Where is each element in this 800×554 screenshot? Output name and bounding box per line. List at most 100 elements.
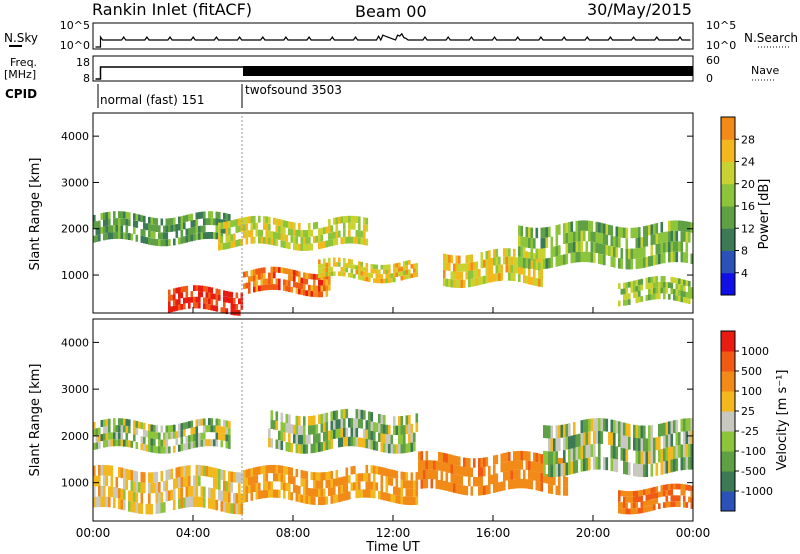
heat-cell	[533, 461, 536, 472]
heat-cell	[323, 413, 326, 423]
heat-cell	[650, 288, 654, 295]
heat-cell	[658, 233, 661, 244]
heat-cell	[303, 435, 306, 445]
heat-cell	[358, 216, 361, 224]
xtick-label: 00:00	[676, 526, 711, 540]
heat-cell	[215, 468, 219, 479]
heat-cell	[190, 434, 194, 442]
heat-cell	[285, 241, 289, 249]
heat-cell	[275, 278, 279, 285]
heat-cell	[593, 444, 596, 457]
heat-cell	[210, 439, 214, 447]
heat-cell	[268, 223, 271, 231]
heat-cell	[315, 488, 319, 497]
heat-cell	[125, 468, 129, 480]
heat-cell	[378, 269, 381, 274]
heat-cell	[313, 434, 316, 444]
heat-cell	[630, 502, 634, 509]
heat-cell	[570, 252, 574, 264]
heat-cell	[193, 485, 196, 497]
heat-cell	[658, 436, 661, 450]
heat-cell	[128, 219, 131, 227]
heat-cell	[648, 277, 651, 283]
heat-cell	[478, 486, 481, 496]
heat-cell	[168, 289, 171, 296]
heat-cell	[678, 495, 681, 502]
heat-cell	[483, 275, 486, 284]
heat-cell	[318, 414, 321, 424]
heat-cell	[375, 466, 379, 475]
heat-cell	[198, 433, 201, 441]
heat-cell	[370, 465, 374, 474]
heat-cell	[218, 222, 221, 230]
heat-cell	[690, 491, 694, 498]
heat-cell	[338, 428, 341, 438]
heat-cell	[298, 434, 301, 445]
heat-cell	[160, 502, 164, 514]
heat-cell	[283, 285, 286, 291]
heat-cell	[668, 241, 671, 252]
heat-cell	[688, 456, 691, 470]
heat-cell	[230, 503, 234, 514]
heat-cell	[495, 273, 499, 282]
heat-cell	[203, 439, 206, 447]
heat-cell	[568, 242, 571, 254]
heat-cell	[618, 237, 621, 248]
heat-cell	[553, 438, 556, 452]
heat-cell	[655, 276, 659, 282]
heat-cell	[625, 299, 629, 306]
heat-cell	[653, 234, 656, 245]
heat-cell	[185, 497, 189, 508]
heat-cell	[133, 470, 136, 482]
power-heatmap	[93, 211, 694, 316]
heat-cell	[603, 223, 606, 234]
heat-cell	[213, 499, 216, 510]
heat-cell	[228, 291, 231, 298]
heat-cell	[568, 222, 571, 233]
heat-cell	[633, 227, 636, 238]
heat-cell	[548, 484, 551, 494]
cpid-label: CPID	[5, 87, 37, 101]
heat-cell	[268, 278, 271, 285]
heat-cell	[190, 296, 194, 303]
heat-cell	[488, 475, 491, 485]
heat-cell	[640, 489, 644, 496]
heat-cell	[393, 263, 396, 269]
heat-cell	[505, 264, 509, 273]
heat-cell	[195, 426, 199, 434]
heat-cell	[208, 211, 211, 219]
heat-cell	[305, 278, 309, 285]
heat-cell	[133, 220, 136, 228]
heat-cell	[200, 496, 204, 508]
heat-cell	[328, 271, 331, 277]
heat-cell	[300, 289, 304, 295]
heat-cell	[620, 490, 624, 497]
heat-cell	[308, 434, 311, 445]
heat-cell	[365, 276, 369, 282]
heat-cell	[200, 285, 204, 292]
heat-cell	[623, 502, 626, 509]
ytick-label: 1000	[61, 269, 89, 282]
heat-cell	[405, 265, 409, 270]
heat-cell	[683, 231, 686, 242]
heat-cell	[190, 420, 194, 428]
heat-cell	[330, 439, 334, 449]
heat-cell	[590, 252, 594, 263]
heat-cell	[388, 273, 391, 279]
heat-cell	[213, 218, 216, 226]
heat-cell	[368, 277, 371, 282]
heat-cell	[655, 498, 659, 504]
heat-cell	[550, 451, 554, 465]
heat-cell	[160, 446, 164, 454]
heat-cell	[163, 232, 166, 240]
heat-cell	[165, 446, 169, 454]
heat-cell	[318, 433, 321, 443]
heat-cell	[430, 479, 434, 489]
heat-cell	[455, 484, 459, 494]
heat-cell	[618, 283, 621, 289]
heat-cell	[135, 471, 139, 482]
heat-cell	[155, 432, 159, 440]
heat-cell	[348, 263, 351, 269]
heat-cell	[345, 236, 349, 244]
heat-cell	[268, 284, 271, 290]
